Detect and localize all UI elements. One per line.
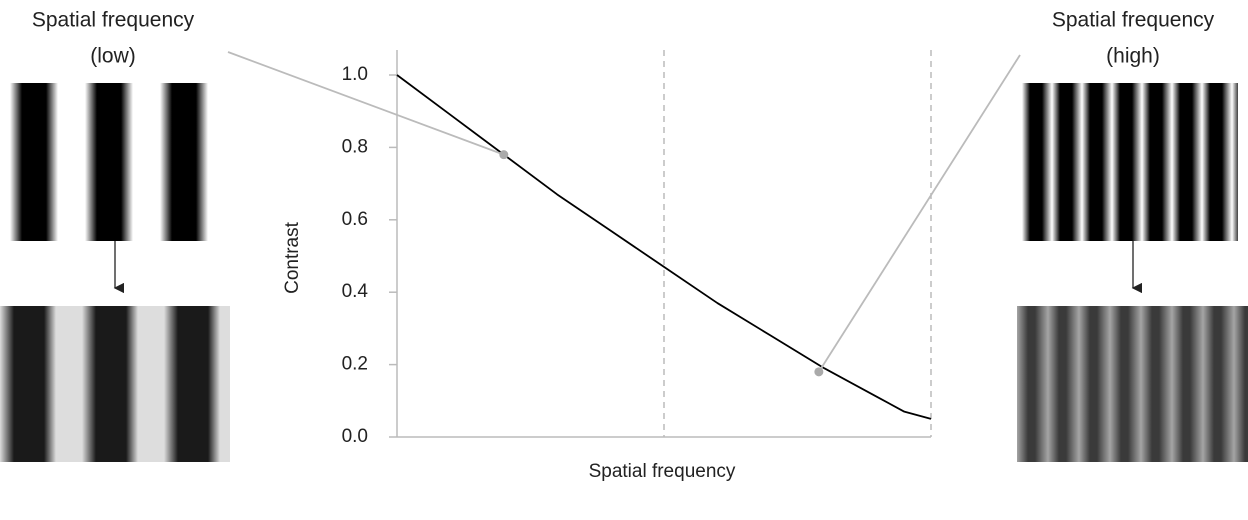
high-frequency-input — [1022, 83, 1238, 241]
y-tick-label: 0.4 — [342, 281, 369, 302]
y-tick-label: 0.6 — [342, 209, 368, 230]
panel-title: Spatial frequency — [32, 9, 195, 32]
panel-title: Spatial frequency — [1052, 9, 1215, 32]
x-axis-label: Spatial frequency — [589, 461, 736, 482]
callout-point — [499, 150, 509, 160]
callout-line — [818, 54, 1021, 373]
panel-title: (high) — [1106, 45, 1160, 68]
y-tick-label: 0.2 — [342, 354, 368, 375]
low-frequency-input — [10, 83, 218, 241]
y-tick-label: 1.0 — [342, 64, 368, 85]
panel-title: (low) — [90, 45, 136, 68]
y-tick-label: 0.8 — [342, 136, 368, 157]
callout-line — [227, 51, 505, 156]
y-tick-label: 0.0 — [342, 426, 368, 447]
y-axis-label: Contrast — [282, 221, 303, 294]
high-frequency-output — [1017, 306, 1248, 462]
curve — [396, 74, 932, 420]
low-frequency-output — [0, 306, 230, 462]
callout-point — [814, 367, 824, 377]
